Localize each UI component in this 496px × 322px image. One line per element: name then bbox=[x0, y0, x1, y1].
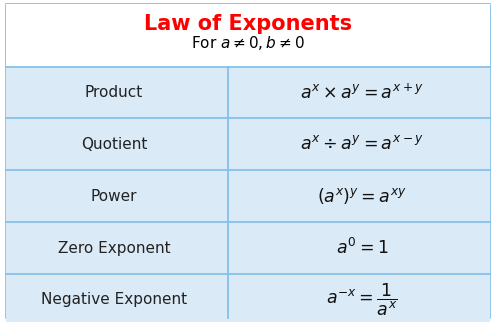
Text: $a^0 = 1$: $a^0 = 1$ bbox=[336, 238, 388, 258]
Text: $a^x \times a^y = a^{x+y}$: $a^x \times a^y = a^{x+y}$ bbox=[300, 83, 424, 102]
Bar bbox=[6, 222, 490, 274]
Text: Product: Product bbox=[85, 85, 143, 100]
Bar bbox=[6, 4, 490, 67]
Text: $\left(a^x\right)^y = a^{xy}$: $\left(a^x\right)^y = a^{xy}$ bbox=[317, 186, 407, 206]
Text: Power: Power bbox=[91, 189, 137, 204]
Text: For $a\neq 0, b\neq 0$: For $a\neq 0, b\neq 0$ bbox=[191, 34, 305, 52]
Text: $a^x \div a^y = a^{x-y}$: $a^x \div a^y = a^{x-y}$ bbox=[300, 136, 424, 153]
Text: Law of Exponents: Law of Exponents bbox=[144, 14, 352, 34]
Text: Zero Exponent: Zero Exponent bbox=[58, 241, 171, 256]
Bar bbox=[6, 118, 490, 170]
Text: $a^{-x} = \dfrac{1}{a^x}$: $a^{-x} = \dfrac{1}{a^x}$ bbox=[326, 282, 398, 318]
Bar bbox=[6, 274, 490, 322]
Bar bbox=[6, 170, 490, 222]
Text: Quotient: Quotient bbox=[81, 137, 147, 152]
Text: Negative Exponent: Negative Exponent bbox=[41, 292, 187, 308]
Bar bbox=[6, 67, 490, 118]
